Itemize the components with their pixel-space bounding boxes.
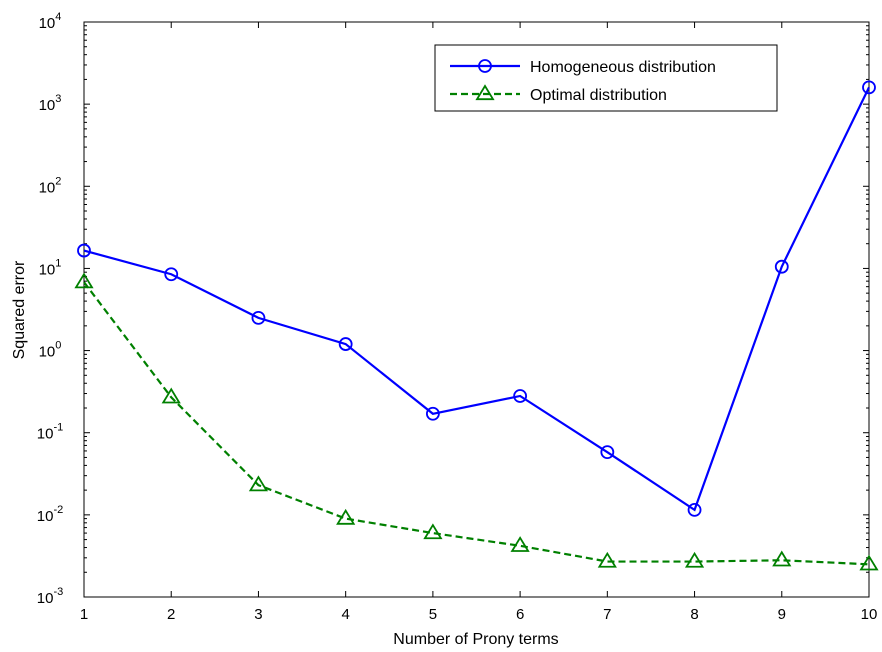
legend: Homogeneous distribution Optimal distribu… [434, 44, 778, 112]
data-point [510, 536, 530, 552]
x-tick-label: 3 [254, 606, 262, 623]
data-point [423, 523, 443, 540]
data-point [513, 389, 528, 403]
x-tick-label: 8 [690, 606, 698, 623]
legend-marker [475, 84, 495, 101]
y-tick-label: 10-3 [37, 586, 63, 607]
data-point [859, 554, 879, 571]
data-point [338, 337, 353, 351]
y-tick-base: 10 [37, 426, 54, 443]
series-line [83, 86, 870, 512]
y-tick-base: 10 [39, 179, 56, 196]
data-point [687, 502, 702, 517]
series-homogeneous [77, 80, 876, 517]
data-point [600, 445, 615, 460]
data-point [251, 310, 266, 325]
y-tick-exponent: 4 [55, 11, 61, 23]
series-optimal [74, 272, 879, 571]
data-point [862, 80, 876, 95]
legend-item: Optimal distribution [450, 84, 667, 104]
data-point [161, 387, 181, 404]
y-tick-exponent: 3 [55, 93, 61, 105]
y-tick-base: 10 [37, 508, 54, 525]
y-tick-label: 101 [39, 257, 62, 278]
y-tick-base: 10 [39, 15, 56, 32]
data-point [336, 508, 356, 525]
y-tick-exponent: 0 [55, 340, 61, 352]
y-tick-base: 10 [37, 590, 54, 607]
legend-items: Homogeneous distribution Optimal distribu… [450, 59, 716, 104]
x-tick-label: 2 [167, 606, 175, 623]
y-tick-exponent: -1 [53, 422, 63, 434]
x-axis-label: Number of Prony terms [393, 631, 558, 648]
data-point [772, 550, 792, 567]
y-tick-exponent: -3 [53, 586, 63, 598]
legend-label: Optimal distribution [530, 87, 667, 104]
y-tick-exponent: 2 [55, 175, 61, 187]
y-tick-base: 10 [39, 97, 56, 114]
y-tick-base: 10 [39, 261, 56, 278]
y-tick-base: 10 [39, 344, 56, 361]
data-point [684, 551, 705, 568]
y-tick-label: 104 [39, 11, 62, 32]
data-point [248, 475, 269, 492]
data-point [597, 551, 617, 568]
axis-ticks [83, 21, 870, 598]
y-axis-label: Squared error [11, 260, 28, 359]
data-point [425, 406, 440, 421]
x-tick-label: 6 [516, 606, 524, 623]
legend-item: Homogeneous distribution [450, 59, 716, 76]
y-tick-label: 103 [39, 93, 62, 114]
x-tick-label: 7 [603, 606, 611, 623]
y-tick-exponent: 1 [55, 257, 61, 269]
y-tick-exponent: -2 [53, 504, 63, 516]
x-tick-label: 10 [861, 606, 878, 623]
data-point [77, 243, 91, 258]
y-tick-label: 102 [39, 175, 62, 196]
data-point [164, 267, 179, 282]
x-tick-label: 4 [341, 606, 349, 623]
data-point [74, 272, 94, 289]
y-tick-label: 10-2 [37, 504, 63, 525]
series-layer [74, 80, 879, 571]
legend-label: Homogeneous distribution [530, 59, 716, 76]
y-tick-label: 10-1 [37, 422, 63, 443]
legend-marker [478, 59, 492, 73]
plot-area [83, 21, 870, 598]
y-tick-label: 100 [39, 340, 62, 361]
x-tick-label: 9 [778, 606, 786, 623]
data-point [774, 259, 789, 274]
x-tick-label: 1 [80, 606, 88, 623]
x-tick-label: 5 [429, 606, 437, 623]
